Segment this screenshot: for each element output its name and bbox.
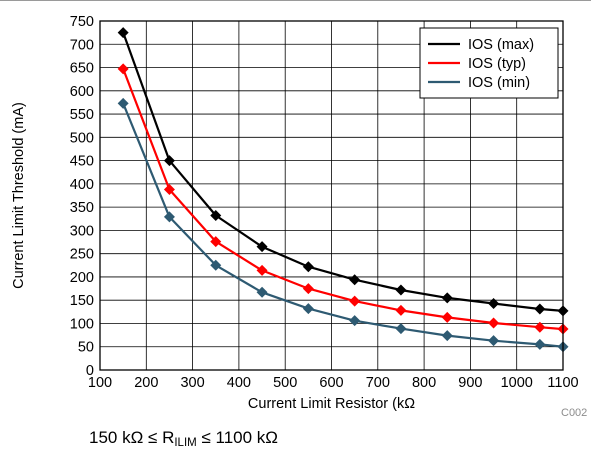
series-2-point-3: [256, 286, 268, 298]
plot-frame: [99, 20, 564, 371]
y-tick-label-150: 150: [70, 293, 94, 309]
series-0-point-0: [117, 27, 129, 39]
y-tick-label-600: 600: [70, 84, 94, 100]
y-tick-label-350: 350: [70, 200, 94, 216]
series-2-point-1: [163, 211, 175, 223]
legend-label-1: IOS (typ): [468, 56, 526, 72]
y-tick-label-700: 700: [70, 37, 94, 53]
series-1-point-9: [534, 321, 546, 333]
series-2-point-6: [395, 323, 407, 335]
series-2-point-9: [534, 338, 546, 350]
series-0-point-8: [488, 297, 500, 309]
resistor-range-condition: 150 kΩ ≤ RILIM ≤ 1100 kΩ: [89, 428, 278, 449]
series-0-point-4: [302, 261, 314, 273]
series-2-point-0: [117, 97, 129, 109]
x-tick-label-200: 200: [134, 375, 158, 391]
x-tick-label-800: 800: [412, 375, 436, 391]
series-2-line: [122, 102, 564, 348]
x-tick-label-1000: 1000: [501, 375, 533, 391]
condition-prefix: 150 kΩ ≤ R: [89, 428, 175, 447]
y-tick-label-300: 300: [70, 223, 94, 239]
top-rule: [0, 0, 591, 1]
y-tick-label-250: 250: [70, 247, 94, 263]
y-tick-label-450: 450: [70, 154, 94, 170]
x-tick-label-900: 900: [458, 375, 482, 391]
x-tick-label-300: 300: [180, 375, 204, 391]
legend: IOS (max) IOS (typ) IOS (min): [419, 27, 559, 99]
series-0-point-7: [441, 292, 453, 304]
y-tick-label-100: 100: [70, 316, 94, 332]
series-1-point-4: [302, 283, 314, 295]
series-2-point-5: [349, 315, 361, 327]
x-tick-label-1100: 1100: [547, 375, 578, 391]
x-tick-label-400: 400: [227, 375, 251, 391]
series-layer: [117, 27, 569, 353]
y-tick-label-750: 750: [70, 14, 94, 30]
x-axis-title: Current Limit Resistor (kΩ: [248, 396, 415, 412]
condition-suffix: ≤ 1100 kΩ: [196, 428, 278, 447]
x-tick-label-500: 500: [273, 375, 297, 391]
series-0-point-9: [534, 303, 546, 315]
series-1-point-6: [395, 304, 407, 316]
y-tick-label-0: 0: [86, 363, 94, 379]
series-2: [117, 97, 569, 353]
x-tick-label-700: 700: [366, 375, 390, 391]
series-1-point-5: [349, 295, 361, 307]
series-2-point-8: [488, 335, 500, 347]
series-0-point-6: [395, 284, 407, 296]
y-tick-label-50: 50: [78, 340, 94, 356]
legend-label-2: IOS (min): [468, 75, 530, 91]
series-0-point-3: [256, 241, 268, 253]
y-axis-title: Current Limit Threshold (mA): [11, 102, 27, 289]
series-1-point-1: [163, 183, 175, 195]
series-1-line: [122, 68, 564, 331]
tick-layer: 100 200 300 400 500 600 700 800 900 1000 1100 0 50 10…: [70, 14, 579, 391]
figure-id: C002: [561, 407, 587, 419]
series-0-point-1: [163, 155, 175, 167]
series-1-point-3: [256, 264, 268, 276]
x-tick-label-600: 600: [319, 375, 343, 391]
x-tick-label-100: 100: [88, 375, 112, 391]
series-1: [117, 63, 569, 335]
series-2-point-4: [302, 303, 314, 315]
condition-subscript: ILIM: [174, 437, 197, 449]
y-tick-label-500: 500: [70, 130, 94, 146]
y-tick-label-200: 200: [70, 270, 94, 286]
y-tick-label-650: 650: [70, 61, 94, 77]
y-tick-label-400: 400: [70, 177, 94, 193]
y-tick-label-550: 550: [70, 107, 94, 123]
series-1-point-8: [488, 317, 500, 329]
series-1-point-7: [441, 311, 453, 323]
series-1-point-2: [210, 236, 222, 248]
series-2-point-2: [210, 259, 222, 271]
series-2-point-7: [441, 330, 453, 342]
series-1-point-0: [117, 63, 129, 75]
series-0-point-2: [210, 210, 222, 222]
series-0: [117, 27, 569, 317]
series-0-point-5: [349, 274, 361, 286]
legend-label-0: IOS (max): [468, 37, 534, 53]
